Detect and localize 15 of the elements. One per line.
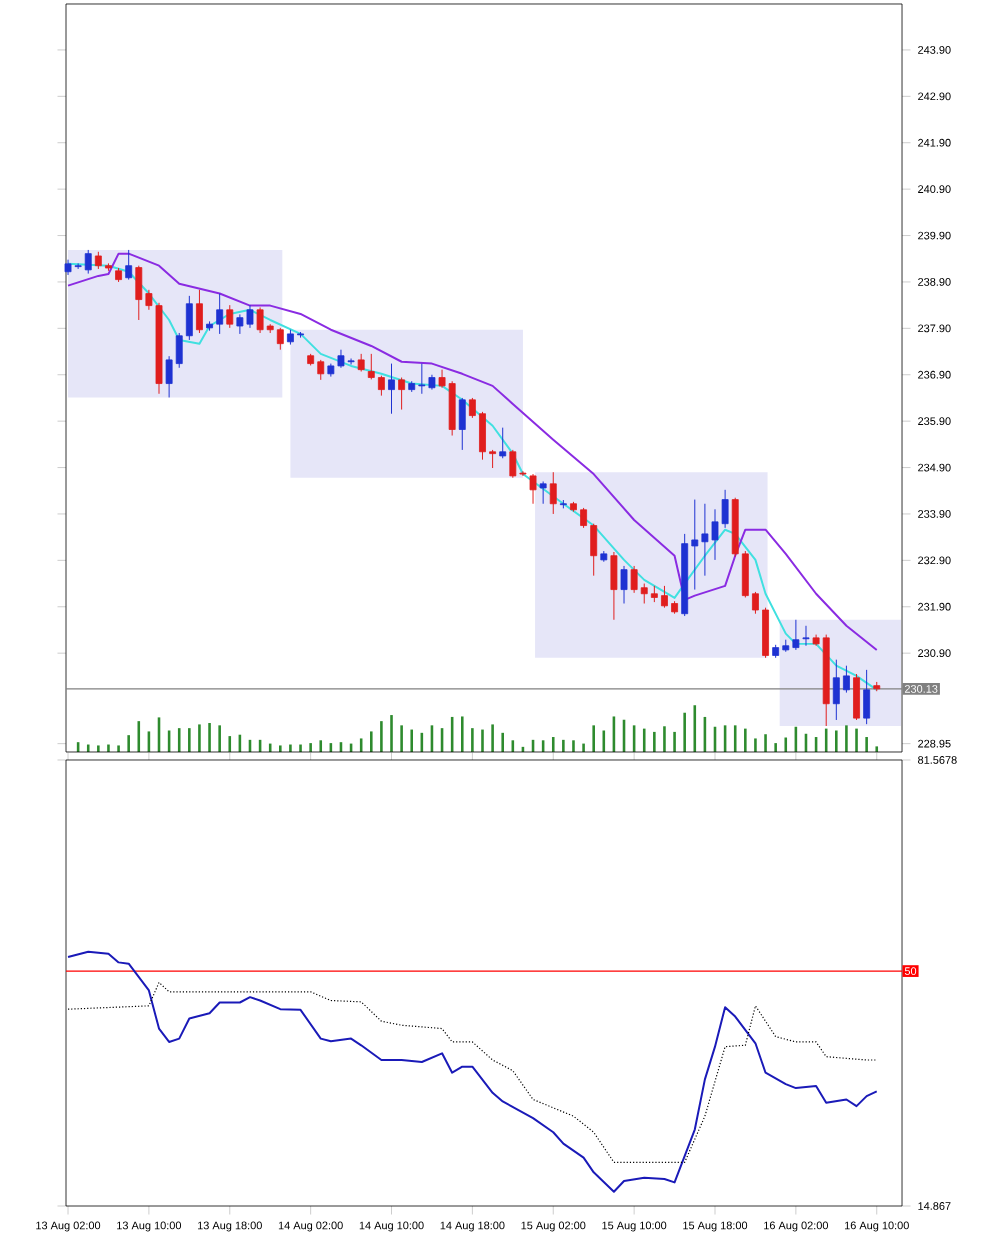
candlestick [196,289,203,334]
candlestick [620,565,628,605]
candlestick [398,377,406,411]
candlestick [226,304,234,329]
candlestick [388,363,395,415]
candlestick [499,427,507,459]
candlestick [802,625,810,647]
candlestick [539,480,547,505]
candlestick [863,669,871,725]
candlestick [529,473,537,505]
candlestick [610,551,618,621]
candlestick [458,397,466,451]
candlestick [853,673,860,721]
candlestick [549,471,557,515]
candlestick [125,249,133,281]
